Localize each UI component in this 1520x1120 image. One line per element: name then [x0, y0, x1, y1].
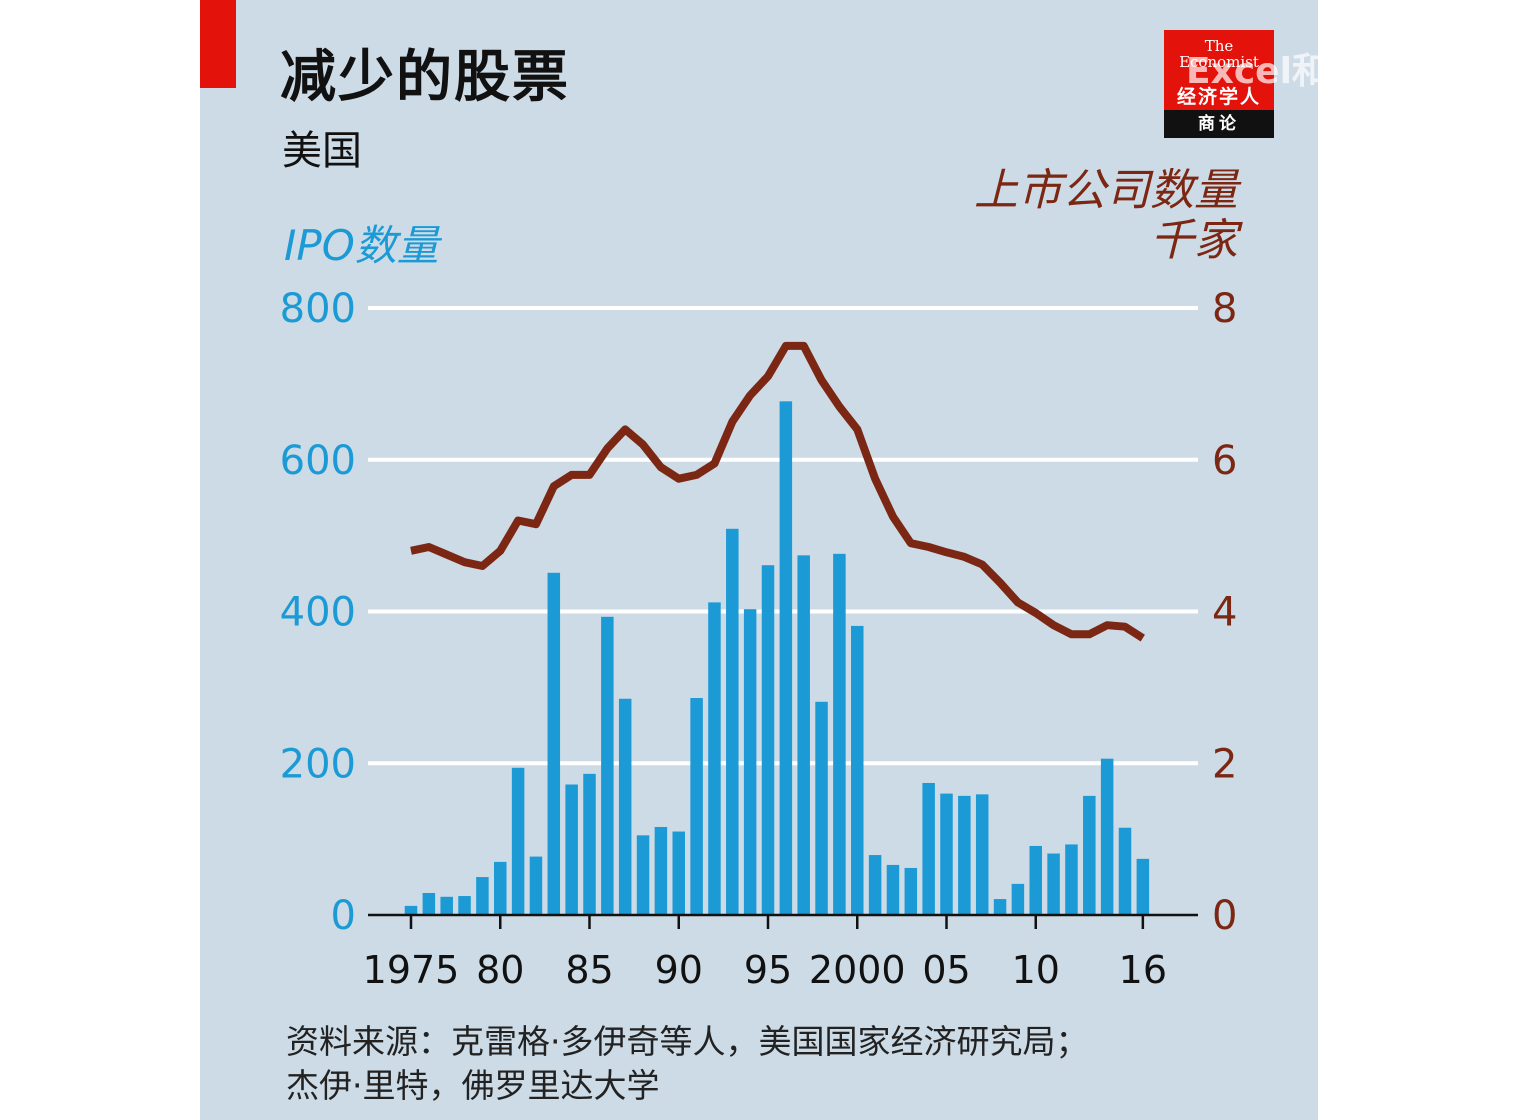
ipo-bar	[1100, 758, 1114, 915]
ipo-bar	[1011, 883, 1025, 915]
x-tick-label: 1975	[363, 948, 460, 992]
ipo-bar	[1136, 858, 1150, 915]
ipo-bar	[404, 905, 418, 915]
ipo-bar	[726, 528, 739, 915]
ipo-bar	[975, 794, 989, 915]
ipo-bar	[690, 697, 703, 915]
watermark-text: Excel和PowerBI	[1186, 51, 1496, 92]
logo-section-label: 商论	[1164, 110, 1274, 138]
right-tick-label: 6	[1212, 438, 1237, 484]
ipo-bar	[601, 616, 614, 915]
ipo-bar	[529, 856, 543, 915]
ipo-bar	[636, 835, 650, 915]
ipo-bar	[958, 795, 971, 915]
right-axis-label: 上市公司数量 千家	[974, 166, 1238, 266]
right-axis-label-line2: 千家	[1150, 215, 1238, 266]
ipo-bars	[404, 401, 1150, 915]
ipo-bar	[743, 609, 757, 915]
logo-chinese-name: 经济学人	[1176, 86, 1261, 108]
x-tick-label: 2000	[809, 948, 906, 992]
ipo-bar	[779, 401, 793, 915]
x-tick-label: 95	[744, 948, 792, 992]
x-tick-label: 85	[565, 948, 613, 992]
economist-logo: The Economist 经济学人 商论	[1164, 30, 1274, 138]
ipo-bar	[815, 701, 828, 915]
ipo-bar	[851, 625, 864, 915]
ipo-bar	[458, 896, 471, 915]
chart-title: 减少的股票	[280, 45, 570, 110]
ipo-bar	[833, 553, 846, 915]
source-line-1: 资料来源：克雷格·多伊奇等人，美国国家经济研究局；	[286, 1022, 1089, 1061]
left-tick-label: 400	[280, 590, 356, 636]
ipo-bar	[1047, 853, 1060, 915]
ipo-bar	[886, 864, 900, 915]
ipo-bar	[940, 793, 953, 915]
ipo-bar	[440, 896, 453, 915]
left-tick-label: 800	[280, 286, 356, 332]
logo-red-block: The Economist 经济学人	[1164, 30, 1274, 110]
ipo-bar	[422, 892, 436, 915]
logo-brand-text: The Economist	[1179, 37, 1259, 71]
ipo-bar	[583, 773, 596, 915]
right-axis-label-line1: 上市公司数量	[974, 165, 1238, 216]
ipo-bar	[547, 572, 561, 915]
ipo-bar	[904, 867, 918, 915]
source-line-2: 杰伊·里特，佛罗里达大学	[286, 1066, 660, 1105]
left-axis-label: IPO数量	[284, 221, 439, 270]
ipo-bar	[565, 784, 578, 915]
ipo-bar	[1118, 827, 1132, 915]
left-tick-label: 200	[280, 741, 356, 787]
right-tick-label: 8	[1212, 286, 1237, 332]
ipo-bar	[708, 602, 721, 915]
ipo-bar	[761, 565, 775, 915]
left-tick-label: 0	[331, 893, 356, 939]
right-tick-label: 2	[1212, 741, 1237, 787]
listed-companies-line-path	[410, 341, 1145, 642]
axis-ticks: 0 200 400 600 800 0 2 4 6 8 1975 80 85 90 95 2000 05 10 16	[280, 286, 1238, 992]
ipo-bar	[797, 555, 810, 915]
x-tick-label: 16	[1119, 948, 1167, 992]
listed-companies-line	[410, 341, 1145, 642]
x-tick-label: 90	[655, 948, 703, 992]
right-tick-label: 0	[1212, 893, 1237, 939]
x-tick-label: 80	[476, 948, 524, 992]
source-note: 资料来源：克雷格·多伊奇等人，美国国家经济研究局； 杰伊·里特，佛罗里达大学	[286, 1020, 1089, 1108]
ipo-bar	[1083, 795, 1096, 915]
ipo-bar	[672, 831, 685, 915]
ipo-bar	[922, 782, 935, 915]
ipo-bar	[654, 826, 668, 915]
ipo-bar	[476, 877, 489, 915]
x-tick-label: 05	[922, 948, 970, 992]
x-axis-baseline	[368, 913, 1198, 929]
x-tick-label: 10	[1012, 948, 1060, 992]
economist-red-tab	[200, 0, 236, 88]
ipo-bar	[511, 767, 525, 915]
ipo-bar	[494, 861, 507, 915]
ipo-bar	[1029, 845, 1042, 915]
ipo-bar	[1065, 844, 1078, 915]
chart-subtitle: 美国	[282, 128, 362, 174]
ipo-bar	[993, 899, 1007, 915]
ipo-bar	[618, 698, 632, 915]
ipo-bar	[868, 855, 882, 915]
right-tick-label: 4	[1212, 590, 1237, 636]
left-tick-label: 600	[280, 438, 356, 484]
chart-panel	[200, 0, 1318, 1120]
